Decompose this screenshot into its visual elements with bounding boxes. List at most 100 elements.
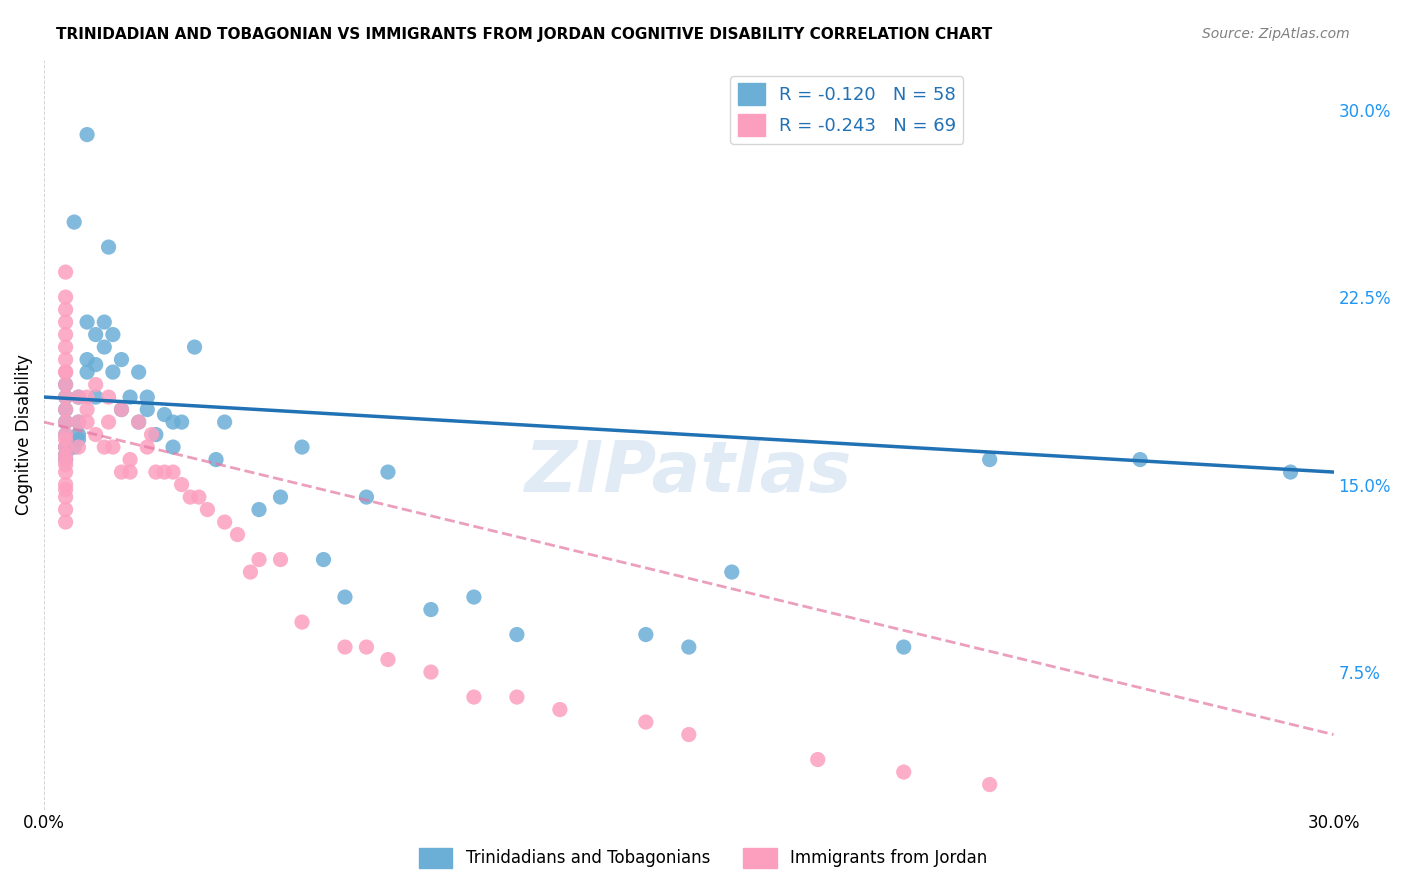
Point xyxy=(55,315,77,329)
Point xyxy=(136,440,159,454)
Point xyxy=(678,727,700,741)
Point xyxy=(55,390,77,404)
Point xyxy=(55,415,77,429)
Point xyxy=(55,427,77,442)
Point xyxy=(333,590,356,604)
Point xyxy=(893,765,915,780)
Point xyxy=(55,327,77,342)
Point xyxy=(55,415,77,429)
Point xyxy=(128,365,150,379)
Point xyxy=(76,315,98,329)
Point xyxy=(291,440,314,454)
Point xyxy=(93,440,115,454)
Point xyxy=(55,290,77,304)
Point xyxy=(55,440,77,454)
Point xyxy=(506,627,529,641)
Point xyxy=(979,452,1001,467)
Point xyxy=(101,365,124,379)
Point xyxy=(93,340,115,354)
Point xyxy=(183,340,205,354)
Point xyxy=(120,452,142,467)
Point xyxy=(76,128,98,142)
Point xyxy=(55,365,77,379)
Point xyxy=(101,440,124,454)
Point xyxy=(807,753,830,767)
Point xyxy=(55,433,77,447)
Point xyxy=(463,590,485,604)
Point xyxy=(55,402,77,417)
Point xyxy=(55,352,77,367)
Point xyxy=(55,365,77,379)
Point xyxy=(55,477,77,491)
Point xyxy=(179,490,201,504)
Point xyxy=(55,302,77,317)
Point xyxy=(97,415,120,429)
Point xyxy=(84,377,107,392)
Point xyxy=(55,390,77,404)
Point xyxy=(145,465,167,479)
Point xyxy=(377,652,399,666)
Point xyxy=(145,427,167,442)
Point xyxy=(55,502,77,516)
Point xyxy=(463,690,485,704)
Point xyxy=(101,327,124,342)
Point xyxy=(55,377,77,392)
Point xyxy=(76,402,98,417)
Point xyxy=(239,565,262,579)
Point xyxy=(63,215,86,229)
Point xyxy=(84,427,107,442)
Point xyxy=(720,565,742,579)
Point xyxy=(84,390,107,404)
Point xyxy=(333,640,356,654)
Point xyxy=(67,433,90,447)
Point xyxy=(153,408,176,422)
Point xyxy=(110,352,132,367)
Point xyxy=(67,440,90,454)
Point xyxy=(170,415,193,429)
Point xyxy=(141,427,163,442)
Point xyxy=(97,390,120,404)
Point xyxy=(214,515,236,529)
Point xyxy=(377,465,399,479)
Point xyxy=(67,390,90,404)
Point xyxy=(67,427,90,442)
Point xyxy=(76,365,98,379)
Point xyxy=(247,502,270,516)
Point xyxy=(270,552,292,566)
Point xyxy=(247,552,270,566)
Point xyxy=(55,440,77,454)
Point xyxy=(55,427,77,442)
Legend: R = -0.120   N = 58, R = -0.243   N = 69: R = -0.120 N = 58, R = -0.243 N = 69 xyxy=(730,76,963,144)
Point xyxy=(55,452,77,467)
Point xyxy=(226,527,249,541)
Point xyxy=(67,415,90,429)
Point xyxy=(506,690,529,704)
Point xyxy=(67,415,90,429)
Y-axis label: Cognitive Disability: Cognitive Disability xyxy=(15,354,32,515)
Point xyxy=(55,265,77,279)
Point xyxy=(205,452,228,467)
Point xyxy=(1129,452,1152,467)
Point xyxy=(76,352,98,367)
Point xyxy=(162,440,184,454)
Legend: Trinidadians and Tobagonians, Immigrants from Jordan: Trinidadians and Tobagonians, Immigrants… xyxy=(412,841,994,875)
Point xyxy=(270,490,292,504)
Point xyxy=(76,415,98,429)
Point xyxy=(312,552,335,566)
Point xyxy=(76,390,98,404)
Point xyxy=(128,415,150,429)
Point xyxy=(128,415,150,429)
Point xyxy=(84,327,107,342)
Point xyxy=(67,390,90,404)
Point xyxy=(634,714,657,729)
Point xyxy=(678,640,700,654)
Point xyxy=(356,490,378,504)
Point xyxy=(291,615,314,629)
Point xyxy=(162,465,184,479)
Point xyxy=(63,440,86,454)
Point xyxy=(55,340,77,354)
Point xyxy=(153,465,176,479)
Point xyxy=(55,483,77,497)
Point xyxy=(162,415,184,429)
Point xyxy=(197,502,219,516)
